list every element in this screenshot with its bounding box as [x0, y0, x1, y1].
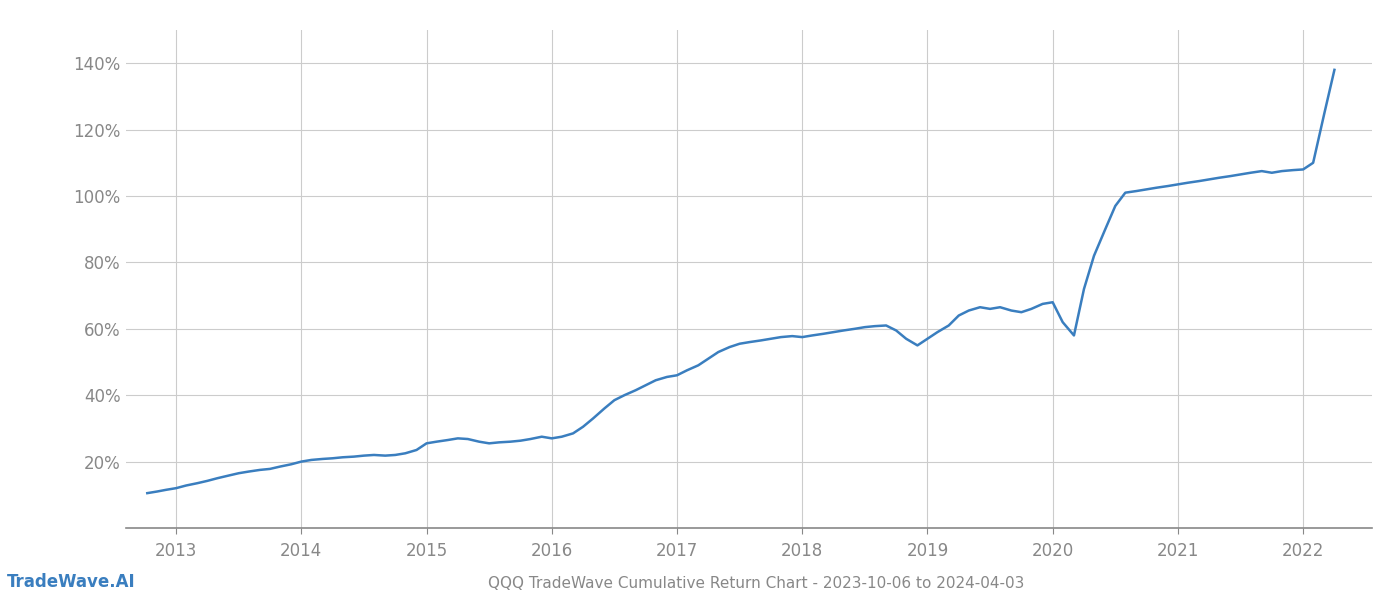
Text: QQQ TradeWave Cumulative Return Chart - 2023-10-06 to 2024-04-03: QQQ TradeWave Cumulative Return Chart - … — [487, 576, 1025, 591]
Text: TradeWave.AI: TradeWave.AI — [7, 573, 136, 591]
